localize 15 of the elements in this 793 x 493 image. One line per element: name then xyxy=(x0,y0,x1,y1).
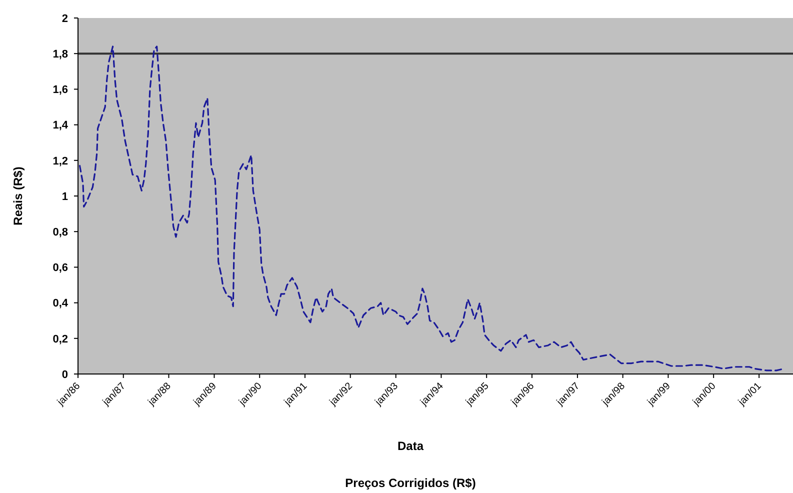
y-tick-label: 1,2 xyxy=(52,155,68,168)
y-tick-label: 1,8 xyxy=(52,48,68,60)
x-axis-title: Data xyxy=(397,439,424,453)
y-tick-label: 0 xyxy=(62,368,68,381)
y-tick-label: 0,8 xyxy=(52,226,68,238)
y-tick-label: 1 xyxy=(62,190,68,203)
line-series xyxy=(78,46,785,372)
text: Preços Corrigidos (R$) xyxy=(345,476,476,490)
y-axis-title: Reais (R$) xyxy=(11,166,25,226)
y-tick-label: 0,6 xyxy=(52,262,68,274)
y-tick-label: 0,4 xyxy=(52,298,69,310)
y-tick-label: 0,2 xyxy=(52,333,68,346)
y-tick-label: 2 xyxy=(62,12,68,25)
y-tick-label: 1,4 xyxy=(52,120,69,132)
y-tick-label: 1,6 xyxy=(52,84,68,96)
